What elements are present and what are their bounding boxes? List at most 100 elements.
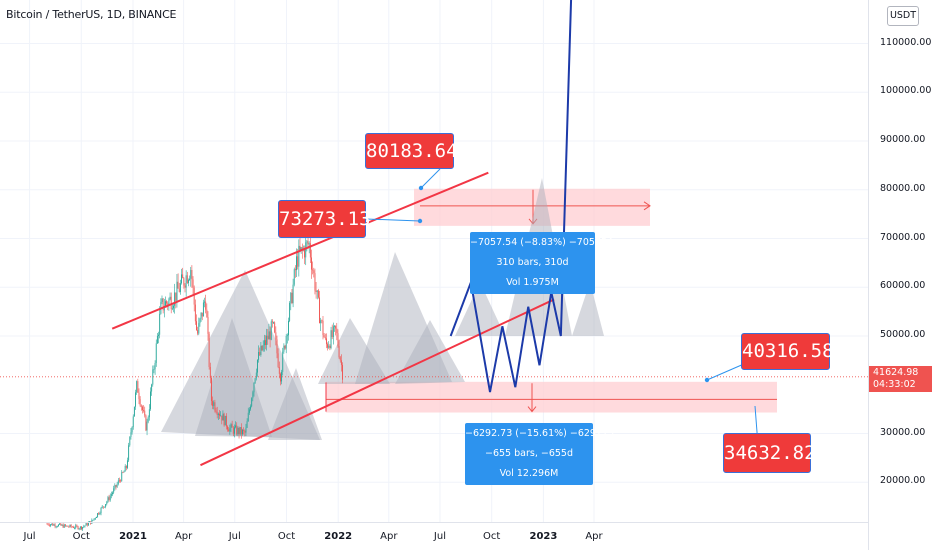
candle-body: [317, 290, 319, 298]
candle-body: [67, 525, 69, 527]
candle-body: [136, 381, 138, 393]
price-label-34632[interactable]: 34632.82: [723, 433, 816, 473]
candle-body: [125, 465, 127, 468]
candle-body: [304, 248, 306, 258]
upper-measure-arrow: [528, 218, 538, 225]
candle-body: [271, 321, 273, 323]
candle-body: [306, 241, 308, 243]
candle-body: [58, 524, 59, 527]
candle-body: [199, 318, 201, 324]
candle-body: [174, 292, 176, 306]
candle-body: [112, 492, 113, 495]
x-tick-label: Oct: [277, 531, 296, 542]
x-tick-label: Oct: [483, 531, 501, 542]
candle-body: [129, 436, 131, 446]
price-label-73273[interactable]: 73273.13: [278, 200, 371, 238]
candle-body: [102, 506, 104, 508]
candle-body: [98, 513, 100, 515]
candle-body: [327, 344, 329, 348]
candle-body: [338, 346, 340, 358]
candle-body: [46, 523, 48, 525]
candle-body: [118, 480, 120, 482]
candle-body: [275, 332, 277, 340]
candle-body: [315, 290, 317, 292]
candle-body: [194, 304, 196, 322]
candle-body: [75, 525, 77, 528]
candle-body: [284, 345, 286, 349]
candle-body: [212, 400, 214, 406]
label-connector: [420, 168, 441, 189]
candle-body: [253, 382, 255, 393]
candle-body: [335, 325, 337, 329]
candle-body: [113, 488, 115, 493]
candle-body: [276, 339, 278, 354]
triangle-pattern: [195, 318, 272, 437]
candle-body: [255, 372, 257, 379]
candle-body: [268, 331, 270, 340]
candle-body: [122, 472, 124, 474]
price-label-80183[interactable]: 80183.64: [365, 133, 458, 169]
candle-body: [267, 335, 269, 340]
candle-body: [209, 366, 211, 378]
candle-body: [62, 524, 64, 528]
candle-body: [313, 270, 315, 274]
candle-body: [274, 322, 276, 333]
candle-body: [124, 465, 126, 472]
candle-body: [238, 427, 240, 435]
candle-body: [95, 516, 97, 519]
candle-body: [117, 480, 119, 484]
measure-box-upper[interactable]: −7057.54 (−8.83%) −705754 310 bars, 310d…: [470, 232, 613, 294]
candle-body: [192, 279, 194, 288]
candle-body: [225, 415, 227, 427]
measure-lower-volume: Vol 12.296M: [499, 468, 559, 479]
candle-body: [109, 495, 111, 500]
candle-body: [213, 402, 215, 406]
candle-body: [228, 429, 230, 432]
candle-body: [55, 526, 57, 528]
candle-body: [294, 269, 296, 271]
triangle-pattern: [455, 282, 505, 336]
candle-body: [342, 364, 343, 380]
x-tick-label: 2021: [119, 531, 147, 542]
candle-body: [114, 485, 116, 489]
candle-body: [155, 343, 157, 364]
candle-body: [150, 391, 151, 410]
candle-body: [324, 337, 326, 339]
candle-body: [167, 303, 169, 306]
candle-body: [235, 425, 237, 428]
candle-body: [130, 432, 132, 437]
candle-body: [263, 340, 265, 346]
symbol-title: Bitcoin / TetherUS, 1D, BINANCE: [6, 8, 177, 21]
candle-body: [48, 524, 50, 526]
candle-body: [81, 526, 82, 530]
price-label-40316[interactable]: 40316.58: [741, 333, 834, 370]
candle-body: [208, 333, 210, 367]
candle-body: [148, 409, 150, 418]
candle-body: [242, 429, 243, 435]
candle-body: [189, 278, 191, 280]
candle-body: [305, 242, 307, 258]
candle-body: [92, 519, 94, 521]
candle-body: [140, 405, 142, 407]
drawings: [0, 0, 868, 467]
candle-body: [106, 501, 108, 505]
candle-body: [137, 381, 139, 393]
candle-body: [161, 298, 163, 302]
candle-body: [285, 335, 287, 349]
currency-unit-button[interactable]: USDT: [887, 6, 919, 26]
x-tick-label: Oct: [72, 531, 90, 542]
candle-body: [123, 471, 125, 473]
candle-body: [200, 312, 202, 319]
measure-lower-bars: −655 bars, −655d: [485, 448, 573, 459]
candle-body: [154, 363, 156, 370]
triangle-pattern: [161, 270, 320, 440]
candle-body: [215, 410, 217, 413]
candle-body: [206, 309, 208, 318]
candle-body: [204, 301, 205, 303]
candle-body: [179, 283, 181, 292]
measure-box-lower[interactable]: −6292.73 (−15.61%) −629273 −655 bars, −6…: [465, 423, 614, 485]
candle-body: [162, 298, 164, 311]
candle-body: [169, 296, 171, 300]
candle-body: [244, 430, 246, 433]
